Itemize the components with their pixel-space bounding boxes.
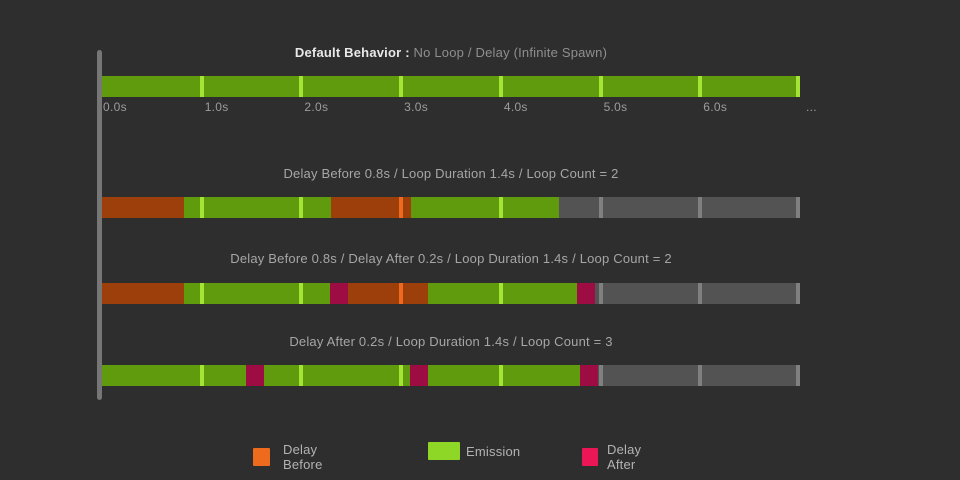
tick-mark [199,76,204,97]
bar-segment-delay-after [579,365,598,386]
tick-mark [796,283,800,304]
row-title-text: No Loop / Delay (Infinite Spawn) [409,45,608,60]
tick-mark [796,76,800,97]
tick-mark [399,365,404,386]
tick-mark [698,283,703,304]
tick-mark [796,365,800,386]
row-title: Default Behavior : No Loop / Delay (Infi… [102,45,800,60]
bar-segment-delay-before [348,283,429,304]
tick-mark [498,76,503,97]
tick-mark [796,197,800,218]
legend-swatch-delay-after [582,448,598,466]
tick-mark [598,197,603,218]
bar-segment-emission [102,365,246,386]
bar-segment-emission [263,365,411,386]
timeline-bar [102,197,800,218]
row-title: Delay After 0.2s / Loop Duration 1.4s / … [102,334,800,349]
time-label: 6.0s [703,100,728,114]
time-axis-line [97,50,102,400]
tick-mark [199,365,204,386]
tick-mark [399,283,404,304]
bar-segment-inactive [558,197,800,218]
tick-mark [698,197,703,218]
bar-segment-delay-after [576,283,595,304]
row-title-text: Delay Before 0.8s / Loop Duration 1.4s /… [283,166,619,181]
legend-item-delay-before: Delay Before [253,442,323,472]
tick-mark [498,283,503,304]
tick-mark [698,76,703,97]
time-label: 0.0s [103,100,127,114]
time-label: 4.0s [503,100,528,114]
tick-mark [199,283,204,304]
legend-swatch-emission [428,442,460,460]
tick-mark [498,197,503,218]
bar-segment-emission [102,76,800,97]
row-title: Delay Before 0.8s / Loop Duration 1.4s /… [102,166,800,181]
tick-mark [299,76,304,97]
bar-segment-emission [183,197,332,218]
time-ellipsis-label: ... [806,100,817,114]
tick-mark [199,197,204,218]
tick-mark [598,76,603,97]
legend-item-delay-after: Delay After [582,442,641,472]
bar-segment-delay-after [245,365,264,386]
time-label: 5.0s [603,100,628,114]
legend-label: Emission [466,443,521,459]
bar-segment-emission [183,283,331,304]
legend-label: Delay After [607,442,642,472]
row-title-text: Delay After 0.2s / Loop Duration 1.4s / … [289,334,613,349]
bar-segment-emission [411,197,559,218]
bar-segment-delay-before [102,197,184,218]
time-label: 2.0s [304,100,329,114]
tick-mark [299,283,304,304]
bar-segment-delay-before [102,283,184,304]
timeline-bar [102,76,800,97]
bar-segment-delay-before [331,197,412,218]
bar-segment-emission [428,365,580,386]
bar-segment-delay-after [410,365,429,386]
tick-mark [598,365,603,386]
tick-mark [598,283,603,304]
tick-mark [399,76,404,97]
bar-segment-inactive [594,283,800,304]
row-title-text: Delay Before 0.8s / Delay After 0.2s / L… [230,251,672,266]
timeline-bar [102,283,800,304]
row-title: Delay Before 0.8s / Delay After 0.2s / L… [102,251,800,266]
tick-mark [498,365,503,386]
tick-mark [399,197,404,218]
tick-mark [299,365,304,386]
tick-mark [698,365,703,386]
timeline-bar [102,365,800,386]
time-label: 1.0s [204,100,229,114]
bar-segment-delay-after [330,283,349,304]
row-title-strong: Default Behavior : [294,45,410,60]
legend-swatch-delay-before [253,448,270,466]
tick-mark [299,197,304,218]
legend-item-emission: Emission [428,442,520,460]
legend-label: Delay Before [283,442,323,472]
time-label: 3.0s [404,100,429,114]
